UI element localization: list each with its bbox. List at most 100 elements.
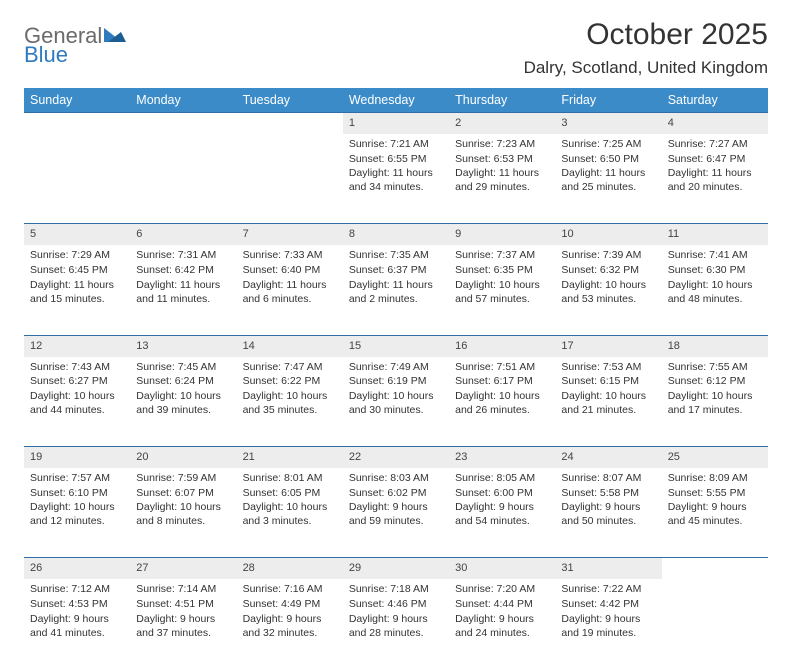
logo-text: General Blue [24,24,102,66]
day-number-cell: 19 [24,447,130,468]
week-daynum-row: 1234 [24,113,768,134]
daylight-line: Daylight: 10 hours and 26 minutes. [455,389,549,417]
day-body-cell: Sunrise: 7:23 AMSunset: 6:53 PMDaylight:… [449,134,555,224]
daylight-line: Daylight: 9 hours and 41 minutes. [30,612,124,640]
sunrise-line: Sunrise: 7:16 AM [243,582,337,596]
sunrise-line: Sunrise: 7:59 AM [136,471,230,485]
day-body-cell: Sunrise: 7:33 AMSunset: 6:40 PMDaylight:… [237,245,343,335]
sunset-line: Sunset: 6:30 PM [668,263,762,277]
sunrise-line: Sunrise: 8:09 AM [668,471,762,485]
sunset-line: Sunset: 6:15 PM [561,374,655,388]
day-number-cell [24,113,130,134]
day-header: Monday [130,88,236,113]
week-body-row: Sunrise: 7:43 AMSunset: 6:27 PMDaylight:… [24,357,768,447]
sunset-line: Sunset: 6:37 PM [349,263,443,277]
week-body-row: Sunrise: 7:21 AMSunset: 6:55 PMDaylight:… [24,134,768,224]
daylight-line: Daylight: 10 hours and 48 minutes. [668,278,762,306]
day-body-cell: Sunrise: 7:12 AMSunset: 4:53 PMDaylight:… [24,579,130,669]
day-number-cell: 13 [130,335,236,356]
daylight-line: Daylight: 9 hours and 59 minutes. [349,500,443,528]
sunset-line: Sunset: 6:19 PM [349,374,443,388]
sunrise-line: Sunrise: 7:27 AM [668,137,762,151]
day-body-cell: Sunrise: 7:51 AMSunset: 6:17 PMDaylight:… [449,357,555,447]
day-number-cell: 8 [343,224,449,245]
day-number-cell: 21 [237,447,343,468]
sunrise-line: Sunrise: 7:43 AM [30,360,124,374]
sunset-line: Sunset: 6:10 PM [30,486,124,500]
daylight-line: Daylight: 10 hours and 8 minutes. [136,500,230,528]
day-body-cell: Sunrise: 7:22 AMSunset: 4:42 PMDaylight:… [555,579,661,669]
day-body-cell: Sunrise: 7:53 AMSunset: 6:15 PMDaylight:… [555,357,661,447]
daylight-line: Daylight: 10 hours and 3 minutes. [243,500,337,528]
sunset-line: Sunset: 4:44 PM [455,597,549,611]
daylight-line: Daylight: 10 hours and 21 minutes. [561,389,655,417]
sunrise-line: Sunrise: 8:07 AM [561,471,655,485]
day-number-cell: 6 [130,224,236,245]
day-number-cell: 31 [555,558,661,579]
sunset-line: Sunset: 6:47 PM [668,152,762,166]
day-body-cell: Sunrise: 7:31 AMSunset: 6:42 PMDaylight:… [130,245,236,335]
sunset-line: Sunset: 6:07 PM [136,486,230,500]
day-number-cell: 28 [237,558,343,579]
sunrise-line: Sunrise: 7:23 AM [455,137,549,151]
sunset-line: Sunset: 6:05 PM [243,486,337,500]
day-number-cell: 1 [343,113,449,134]
day-body-cell: Sunrise: 8:09 AMSunset: 5:55 PMDaylight:… [662,468,768,558]
day-number-cell: 3 [555,113,661,134]
sunset-line: Sunset: 6:27 PM [30,374,124,388]
daylight-line: Daylight: 9 hours and 45 minutes. [668,500,762,528]
daylight-line: Daylight: 11 hours and 6 minutes. [243,278,337,306]
day-body-cell: Sunrise: 7:20 AMSunset: 4:44 PMDaylight:… [449,579,555,669]
sunrise-line: Sunrise: 7:18 AM [349,582,443,596]
sunrise-line: Sunrise: 7:37 AM [455,248,549,262]
day-number-cell [237,113,343,134]
sunrise-line: Sunrise: 7:39 AM [561,248,655,262]
daylight-line: Daylight: 9 hours and 24 minutes. [455,612,549,640]
daylight-line: Daylight: 10 hours and 35 minutes. [243,389,337,417]
day-number-cell: 29 [343,558,449,579]
sunset-line: Sunset: 6:32 PM [561,263,655,277]
day-number-cell: 17 [555,335,661,356]
day-number-cell: 15 [343,335,449,356]
daylight-line: Daylight: 10 hours and 44 minutes. [30,389,124,417]
sunset-line: Sunset: 6:42 PM [136,263,230,277]
day-body-cell [237,134,343,224]
sunrise-line: Sunrise: 7:29 AM [30,248,124,262]
day-body-cell: Sunrise: 7:27 AMSunset: 6:47 PMDaylight:… [662,134,768,224]
sunset-line: Sunset: 4:49 PM [243,597,337,611]
day-number-cell: 25 [662,447,768,468]
daylight-line: Daylight: 10 hours and 39 minutes. [136,389,230,417]
header: General Blue October 2025 Dalry, Scotlan… [24,18,768,78]
week-daynum-row: 19202122232425 [24,447,768,468]
day-header: Sunday [24,88,130,113]
day-body-cell [24,134,130,224]
day-body-cell: Sunrise: 8:07 AMSunset: 5:58 PMDaylight:… [555,468,661,558]
sunset-line: Sunset: 6:24 PM [136,374,230,388]
calendar-header: SundayMondayTuesdayWednesdayThursdayFrid… [24,88,768,113]
day-body-cell: Sunrise: 7:21 AMSunset: 6:55 PMDaylight:… [343,134,449,224]
day-body-cell: Sunrise: 7:37 AMSunset: 6:35 PMDaylight:… [449,245,555,335]
day-number-cell: 10 [555,224,661,245]
day-number-cell: 12 [24,335,130,356]
sunrise-line: Sunrise: 8:05 AM [455,471,549,485]
sunset-line: Sunset: 6:00 PM [455,486,549,500]
sunset-line: Sunset: 6:22 PM [243,374,337,388]
month-title: October 2025 [524,18,768,52]
daylight-line: Daylight: 11 hours and 2 minutes. [349,278,443,306]
day-number-cell: 11 [662,224,768,245]
daylight-line: Daylight: 9 hours and 19 minutes. [561,612,655,640]
day-number-cell: 4 [662,113,768,134]
daylight-line: Daylight: 11 hours and 11 minutes. [136,278,230,306]
day-number-cell: 18 [662,335,768,356]
day-body-cell [662,579,768,669]
day-number-cell: 7 [237,224,343,245]
sunset-line: Sunset: 5:58 PM [561,486,655,500]
calendar-table: SundayMondayTuesdayWednesdayThursdayFrid… [24,88,768,669]
sunrise-line: Sunrise: 7:35 AM [349,248,443,262]
day-number-cell: 20 [130,447,236,468]
sunrise-line: Sunrise: 7:51 AM [455,360,549,374]
sunset-line: Sunset: 4:46 PM [349,597,443,611]
daylight-line: Daylight: 10 hours and 17 minutes. [668,389,762,417]
daylight-line: Daylight: 11 hours and 29 minutes. [455,166,549,194]
daylight-line: Daylight: 9 hours and 54 minutes. [455,500,549,528]
